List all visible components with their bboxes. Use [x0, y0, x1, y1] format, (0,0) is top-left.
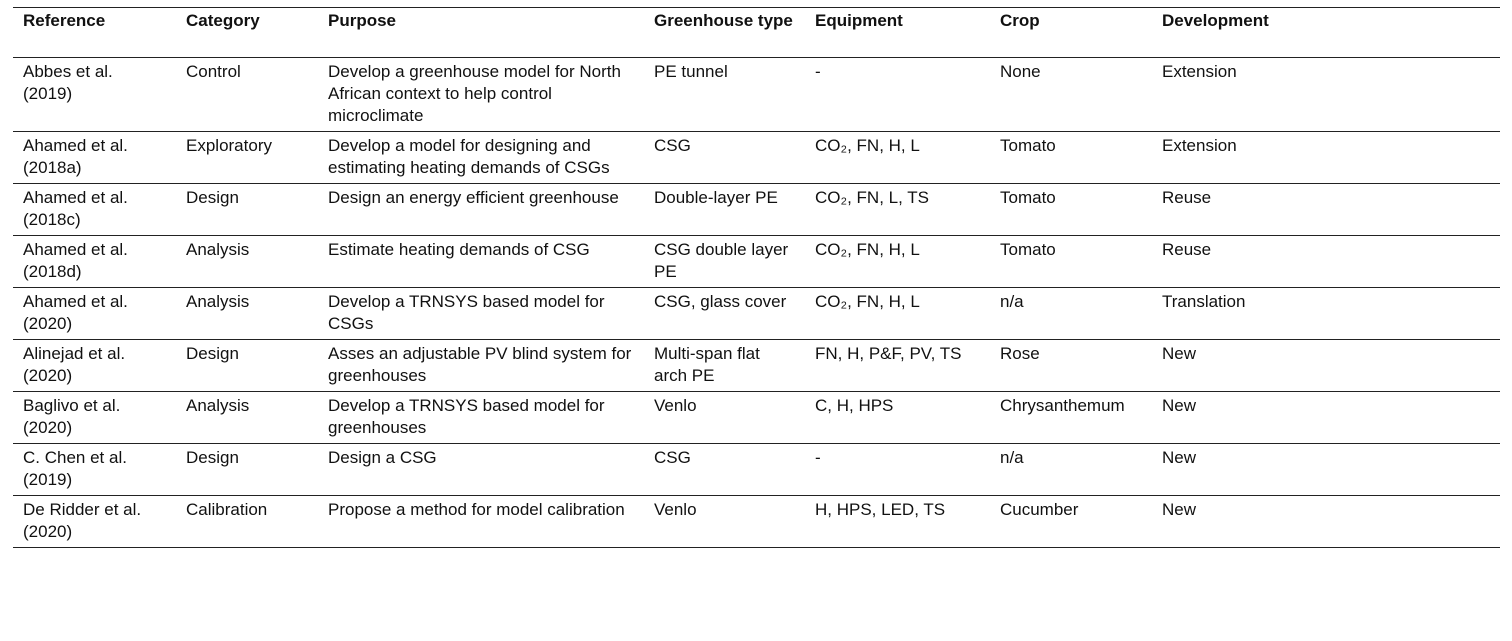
table-row: De Ridder et al. (2020) Calibration Prop…: [13, 496, 1500, 548]
cell-greenhouse-type: CSG: [654, 448, 691, 467]
header-crop: Crop: [1000, 11, 1040, 30]
cell-category: Analysis: [186, 240, 250, 259]
cell-greenhouse-type: CSG double layer PE: [654, 240, 789, 281]
table-row: Ahamed et al. (2018d) Analysis Estimate …: [13, 236, 1500, 288]
cell-reference: Ahamed et al. (2018d): [23, 240, 128, 281]
cell-purpose: Design a CSG: [328, 448, 437, 467]
cell-development: Reuse: [1162, 188, 1212, 207]
cell-purpose: Develop a model for designing and estima…: [328, 136, 610, 177]
cell-development: Translation: [1162, 292, 1246, 311]
header-category: Category: [186, 11, 260, 30]
cell-development: Extension: [1162, 62, 1237, 81]
header-greenhouse-type: Greenhouse type: [654, 11, 793, 30]
cell-crop: Tomato: [1000, 136, 1056, 155]
cell-reference: Abbes et al. (2019): [23, 62, 113, 103]
cell-crop: Cucumber: [1000, 500, 1079, 519]
cell-development: New: [1162, 448, 1197, 467]
cell-category: Control: [186, 62, 241, 81]
cell-reference: C. Chen et al. (2019): [23, 448, 127, 489]
cell-greenhouse-type: PE tunnel: [654, 62, 728, 81]
cell-greenhouse-type: Venlo: [654, 396, 697, 415]
cell-crop: n/a: [1000, 448, 1024, 467]
review-table-container: Reference Category Purpose Greenhouse ty…: [13, 7, 1500, 548]
cell-equipment: C, H, HPS: [815, 396, 894, 415]
cell-crop: Chrysanthemum: [1000, 396, 1125, 415]
cell-equipment: -: [815, 62, 821, 81]
cell-greenhouse-type: CSG: [654, 136, 691, 155]
cell-reference: De Ridder et al. (2020): [23, 500, 142, 541]
cell-category: Analysis: [186, 292, 250, 311]
cell-category: Calibration: [186, 500, 268, 519]
review-table: Reference Category Purpose Greenhouse ty…: [13, 7, 1500, 548]
cell-equipment: CO₂, FN, H, L: [815, 136, 920, 155]
cell-purpose: Propose a method for model calibration: [328, 500, 625, 519]
cell-purpose: Asses an adjustable PV blind system for …: [328, 344, 632, 385]
table-row: Baglivo et al. (2020) Analysis Develop a…: [13, 392, 1500, 444]
cell-crop: Tomato: [1000, 188, 1056, 207]
cell-equipment: FN, H, P&F, PV, TS: [815, 344, 962, 363]
table-row: Ahamed et al. (2018c) Design Design an e…: [13, 184, 1500, 236]
table-row: Ahamed et al. (2018a) Exploratory Develo…: [13, 132, 1500, 184]
cell-development: New: [1162, 344, 1197, 363]
cell-greenhouse-type: Double-layer PE: [654, 188, 778, 207]
cell-development: New: [1162, 396, 1197, 415]
cell-purpose: Develop a greenhouse model for North Afr…: [328, 62, 621, 125]
table-header: Reference Category Purpose Greenhouse ty…: [13, 7, 1500, 58]
cell-crop: Tomato: [1000, 240, 1056, 259]
table-body: Abbes et al. (2019) Control Develop a gr…: [13, 58, 1500, 548]
cell-crop: None: [1000, 62, 1041, 81]
cell-development: Reuse: [1162, 240, 1212, 259]
cell-category: Design: [186, 448, 239, 467]
cell-category: Analysis: [186, 396, 250, 415]
cell-equipment: CO₂, FN, H, L: [815, 240, 920, 259]
table-row: C. Chen et al. (2019) Design Design a CS…: [13, 444, 1500, 496]
cell-greenhouse-type: Multi-span flat arch PE: [654, 344, 760, 385]
cell-greenhouse-type: Venlo: [654, 500, 697, 519]
cell-crop: n/a: [1000, 292, 1024, 311]
header-reference: Reference: [23, 11, 106, 30]
cell-purpose: Design an energy efficient greenhouse: [328, 188, 619, 207]
header-purpose: Purpose: [328, 11, 397, 30]
cell-reference: Ahamed et al. (2018a): [23, 136, 128, 177]
cell-purpose: Develop a TRNSYS based model for CSGs: [328, 292, 605, 333]
cell-development: New: [1162, 500, 1197, 519]
cell-equipment: CO₂, FN, L, TS: [815, 188, 929, 207]
cell-category: Design: [186, 188, 239, 207]
header-development: Development: [1162, 11, 1269, 30]
cell-greenhouse-type: CSG, glass cover: [654, 292, 787, 311]
cell-category: Exploratory: [186, 136, 272, 155]
cell-equipment: -: [815, 448, 821, 467]
table-row: Alinejad et al. (2020) Design Asses an a…: [13, 340, 1500, 392]
cell-reference: Ahamed et al. (2020): [23, 292, 128, 333]
cell-development: Extension: [1162, 136, 1237, 155]
cell-reference: Baglivo et al. (2020): [23, 396, 121, 437]
cell-equipment: CO₂, FN, H, L: [815, 292, 920, 311]
cell-reference: Alinejad et al. (2020): [23, 344, 126, 385]
cell-category: Design: [186, 344, 239, 363]
cell-equipment: H, HPS, LED, TS: [815, 500, 946, 519]
header-row: Reference Category Purpose Greenhouse ty…: [13, 7, 1500, 58]
table-row: Ahamed et al. (2020) Analysis Develop a …: [13, 288, 1500, 340]
cell-purpose: Develop a TRNSYS based model for greenho…: [328, 396, 605, 437]
cell-reference: Ahamed et al. (2018c): [23, 188, 128, 229]
cell-crop: Rose: [1000, 344, 1040, 363]
table-row: Abbes et al. (2019) Control Develop a gr…: [13, 58, 1500, 132]
header-equipment: Equipment: [815, 11, 903, 30]
cell-purpose: Estimate heating demands of CSG: [328, 240, 590, 259]
